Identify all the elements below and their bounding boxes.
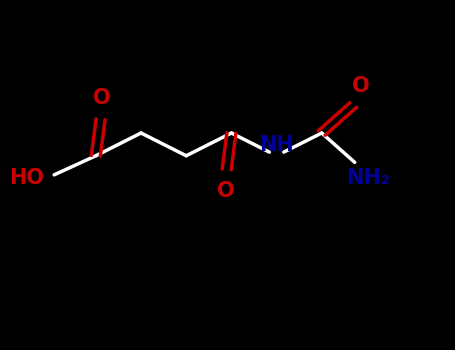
Text: O: O <box>352 76 370 96</box>
Text: O: O <box>93 88 111 108</box>
Text: HO: HO <box>9 168 44 189</box>
Text: NH₂: NH₂ <box>346 168 390 189</box>
Text: NH: NH <box>259 135 294 155</box>
Text: O: O <box>217 181 234 201</box>
